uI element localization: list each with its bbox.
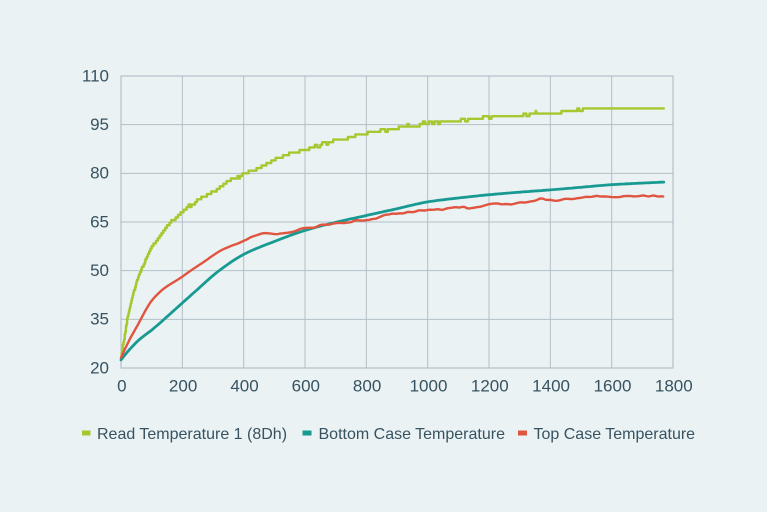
svg-text:35: 35	[90, 310, 109, 329]
svg-text:Top Case Temperature: Top Case Temperature	[534, 426, 696, 443]
svg-text:Read Temperature 1 (8Dh): Read Temperature 1 (8Dh)	[97, 426, 287, 443]
svg-text:400: 400	[230, 377, 258, 396]
svg-text:600: 600	[292, 377, 320, 396]
svg-text:Bottom Case Temperature: Bottom Case Temperature	[319, 426, 506, 443]
svg-text:0: 0	[117, 377, 126, 396]
svg-text:1200: 1200	[471, 377, 509, 396]
svg-text:1800: 1800	[655, 377, 693, 396]
svg-text:20: 20	[90, 358, 109, 377]
svg-text:95: 95	[90, 115, 109, 134]
svg-text:200: 200	[169, 377, 197, 396]
svg-text:65: 65	[90, 212, 109, 231]
svg-text:1000: 1000	[410, 377, 448, 396]
svg-text:800: 800	[353, 377, 381, 396]
svg-text:80: 80	[90, 164, 109, 183]
svg-text:50: 50	[90, 261, 109, 280]
svg-text:110: 110	[82, 66, 109, 85]
svg-text:1400: 1400	[532, 377, 570, 396]
svg-text:1600: 1600	[594, 377, 632, 396]
